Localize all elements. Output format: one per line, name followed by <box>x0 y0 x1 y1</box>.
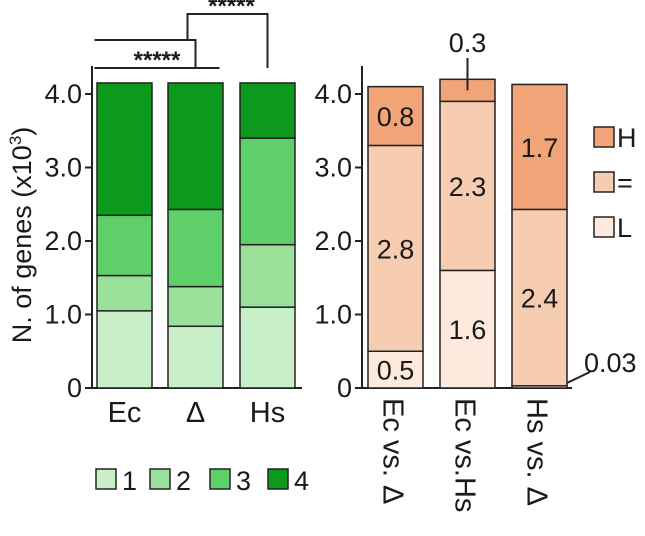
right-data-label: 0.03 <box>584 348 637 378</box>
legend-label-4: 4 <box>294 466 309 496</box>
significance-bracket-ec-delta <box>94 39 197 68</box>
left-y-tick-label: 0 <box>67 373 82 403</box>
right-y-tick-label: 3.0 <box>314 153 352 183</box>
right-bar-segment <box>439 269 496 389</box>
y-axis-label-text: N. of genes (x10 <box>7 145 37 343</box>
left-bar-segment <box>167 82 224 211</box>
left-bar-segment <box>167 325 224 389</box>
left-bar-segment <box>96 274 153 312</box>
right-bar-segment <box>511 83 568 211</box>
right-y-tick-label: 2.0 <box>314 226 352 256</box>
right-y-tick-label: 4.0 <box>314 79 352 109</box>
right-data-label: 2.8 <box>377 234 415 264</box>
legend-swatch-2 <box>149 468 171 490</box>
right-bar-segment <box>367 85 424 147</box>
left-category-label: Hs <box>250 397 285 429</box>
left-y-axis-label: N. of genes (x103) <box>6 127 37 344</box>
right-data-label: 0.8 <box>377 102 415 132</box>
legend-swatch-equal <box>593 171 615 193</box>
left-bar-segment <box>239 306 296 389</box>
right-bar-segment <box>367 350 424 389</box>
y-axis-label-superscript: 3 <box>6 136 25 145</box>
left-bar-segment <box>96 310 153 389</box>
legend-label-L: L <box>617 213 632 243</box>
legend-label-H: H <box>617 123 637 153</box>
legend-label-2: 2 <box>176 466 191 496</box>
legend-swatch-3 <box>209 468 231 490</box>
significance-stars-ec-delta: ***** <box>134 47 181 74</box>
significance-bracket-ec-hs <box>186 13 269 68</box>
legend-swatch-H <box>593 126 615 148</box>
left-y-tick-label: 2.0 <box>44 226 82 256</box>
left-category-label: Ec <box>108 397 142 429</box>
legend-label-equal: = <box>617 168 633 198</box>
left-y-tick-label: 1.0 <box>44 300 82 330</box>
left-bar-segment <box>239 82 296 139</box>
left-bar-segment <box>167 208 224 288</box>
right-data-label: 0.3 <box>449 28 487 58</box>
right-data-label: 1.6 <box>449 315 487 345</box>
right-bar-segment <box>511 208 568 387</box>
right-category-label: Hs vs. Δ <box>521 398 553 506</box>
right-data-label: 2.3 <box>449 172 487 202</box>
right-panel-stacked-bar-chart: 0 1.0 2.0 3.0 4.0 0.5 2.8 0.8 Ec vs. Δ 1.6 2.3 0.3 E… <box>314 28 636 512</box>
left-bar-segment <box>167 285 224 328</box>
left-bar-segment <box>239 243 296 308</box>
left-bar-segment <box>239 137 296 246</box>
right-data-label: 0.5 <box>377 356 415 386</box>
legend-swatch-L <box>593 216 615 238</box>
y-axis-label-close: ) <box>7 127 37 136</box>
left-y-tick-label: 3.0 <box>44 153 82 183</box>
right-data-label: 1.7 <box>521 133 559 163</box>
left-category-label: Δ <box>186 397 205 429</box>
right-data-label: 2.4 <box>521 284 559 314</box>
right-y-tick-label: 0 <box>337 373 352 403</box>
left-bar-segment <box>96 82 153 217</box>
right-y-tick-label: 1.0 <box>314 300 352 330</box>
left-panel-stacked-bar-chart: 01.02.03.04.0N. of genes (x103)Ec Δ Hs****… <box>6 0 309 496</box>
right-category-label: Ec vs.Hs <box>449 398 481 512</box>
legend-label-1: 1 <box>122 466 137 496</box>
legend-swatch-4 <box>267 468 289 490</box>
right-bar-segment <box>367 144 424 352</box>
significance-stars-ec-hs: ***** <box>208 0 255 20</box>
legend-swatch-1 <box>95 468 117 490</box>
left-bar-segment <box>96 214 153 277</box>
legend-label-3: 3 <box>236 466 251 496</box>
right-bar-segment <box>439 100 496 272</box>
right-category-label: Ec vs. Δ <box>377 398 409 504</box>
left-y-tick-label: 4.0 <box>44 79 82 109</box>
